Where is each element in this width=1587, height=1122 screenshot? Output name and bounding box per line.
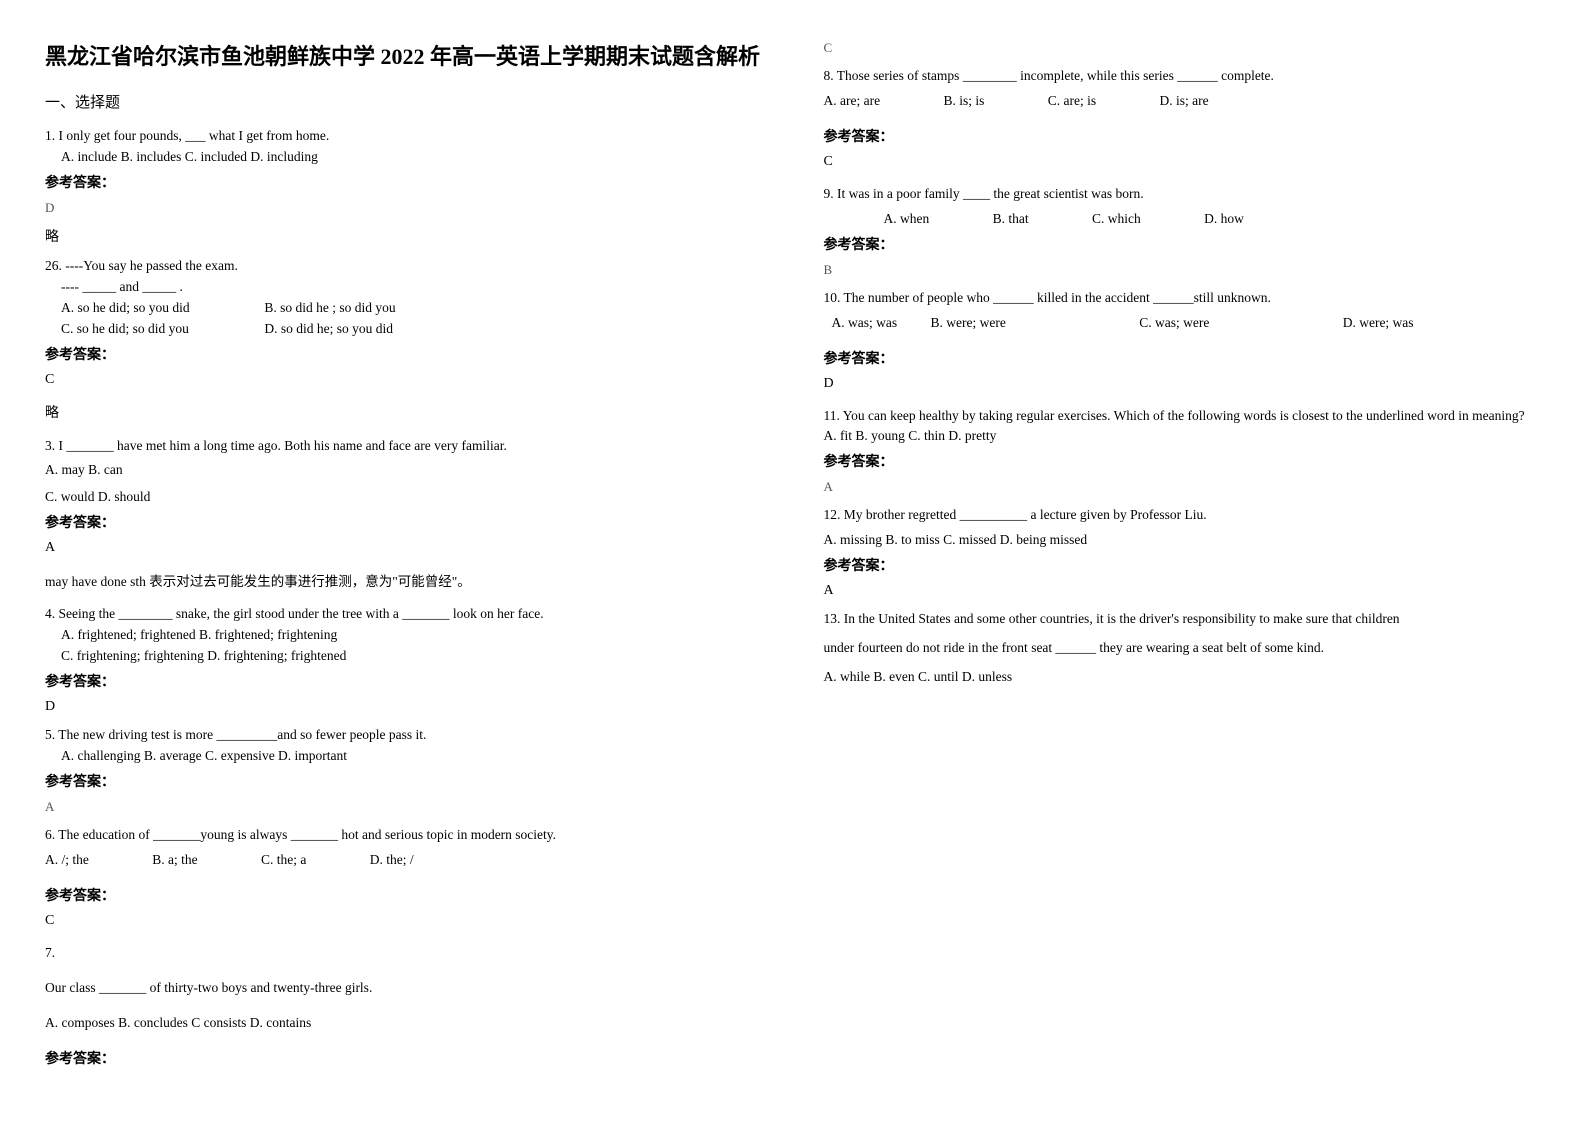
q1-options: A. include B. includes C. included D. in… bbox=[45, 147, 764, 168]
q26-opts-ab: A. so he did; so you did B. so did he ; … bbox=[45, 298, 764, 319]
q13-stem2: under fourteen do not ride in the front … bbox=[824, 638, 1543, 659]
document-title: 黑龙江省哈尔滨市鱼池朝鲜族中学 2022 年高一英语上学期期末试题含解析 bbox=[45, 40, 764, 73]
question-12: 12. My brother regretted __________ a le… bbox=[824, 505, 1543, 526]
q5-opts: A. challenging B. average C. expensive D… bbox=[45, 746, 764, 767]
answer-label: 参考答案： bbox=[45, 671, 764, 691]
answer-label: 参考答案： bbox=[45, 771, 764, 791]
q3-opts-ab: A. may B. can bbox=[45, 460, 764, 481]
q8-stem: 8. Those series of stamps ________ incom… bbox=[824, 66, 1543, 87]
q12-answer: A bbox=[824, 583, 1543, 599]
question-10: 10. The number of people who ______ kill… bbox=[824, 288, 1543, 309]
q1-stem: 1. I only get four pounds, ___ what I ge… bbox=[45, 126, 764, 147]
q6-answer: C bbox=[45, 913, 764, 929]
q11-answer: A bbox=[824, 479, 1543, 495]
q4-answer: D bbox=[45, 699, 764, 715]
document-page: 黑龙江省哈尔滨市鱼池朝鲜族中学 2022 年高一英语上学期期末试题含解析 一、选… bbox=[45, 40, 1542, 1080]
q9-options: A. when B. that C. which D. how bbox=[824, 209, 1543, 230]
q5-answer: A bbox=[45, 799, 764, 815]
q10-answer: D bbox=[824, 376, 1543, 392]
answer-label: 参考答案： bbox=[45, 512, 764, 532]
q3-opts-cd: C. would D. should bbox=[45, 487, 764, 508]
q9-answer: B bbox=[824, 262, 1543, 278]
q10-stem: 10. The number of people who ______ kill… bbox=[824, 288, 1543, 309]
answer-label: 参考答案： bbox=[824, 234, 1543, 254]
q1-answer: D bbox=[45, 200, 764, 216]
q11-stem: 11. You can keep healthy by taking regul… bbox=[824, 406, 1543, 427]
q8-answer: C bbox=[824, 154, 1543, 170]
q7-opts: A. composes B. concludes C consists D. c… bbox=[45, 1013, 764, 1034]
q6-stem: 6. The education of _______young is alwa… bbox=[45, 825, 764, 846]
q13-opts: A. while B. even C. until D. unless bbox=[824, 667, 1543, 688]
q10-options: A. was; was B. were; were C. was; were D… bbox=[824, 313, 1543, 334]
question-1: 1. I only get four pounds, ___ what I ge… bbox=[45, 126, 764, 168]
answer-label: 参考答案： bbox=[824, 451, 1543, 471]
q7-answer: C bbox=[824, 40, 1543, 56]
q9-stem: 9. It was in a poor family ____ the grea… bbox=[824, 184, 1543, 205]
q6-options: A. /; the B. a; the C. the; a D. the; / bbox=[45, 850, 764, 871]
q26-line2: ---- _____ and _____ . bbox=[45, 277, 764, 298]
q12-opts: A. missing B. to miss C. missed D. being… bbox=[824, 530, 1543, 551]
q11-opts: A. fit B. young C. thin D. pretty bbox=[824, 426, 1543, 447]
question-5: 5. The new driving test is more ________… bbox=[45, 725, 764, 767]
answer-label: 参考答案： bbox=[824, 348, 1543, 368]
question-4: 4. Seeing the ________ snake, the girl s… bbox=[45, 604, 764, 667]
answer-label: 参考答案： bbox=[45, 885, 764, 905]
question-11: 11. You can keep healthy by taking regul… bbox=[824, 406, 1543, 448]
q3-answer: A bbox=[45, 540, 764, 556]
answer-label: 参考答案： bbox=[45, 344, 764, 364]
q26-lue: 略 bbox=[45, 402, 764, 422]
q8-options: A. are; are B. is; is C. are; is D. is; … bbox=[824, 91, 1543, 112]
answer-label: 参考答案： bbox=[45, 172, 764, 192]
question-6: 6. The education of _______young is alwa… bbox=[45, 825, 764, 846]
q7-num: 7. bbox=[45, 943, 764, 964]
q26-stem: 26. ----You say he passed the exam. bbox=[45, 256, 764, 277]
q3-stem: 3. I _______ have met him a long time ag… bbox=[45, 436, 764, 457]
q5-stem: 5. The new driving test is more ________… bbox=[45, 725, 764, 746]
q12-stem: 12. My brother regretted __________ a le… bbox=[824, 505, 1543, 526]
q3-note: may have done sth 表示对过去可能发生的事进行推测，意为"可能曾… bbox=[45, 570, 764, 590]
answer-label: 参考答案： bbox=[824, 555, 1543, 575]
q4-opts1: A. frightened; frightened B. frightened;… bbox=[45, 625, 764, 646]
section-heading: 一、选择题 bbox=[45, 91, 764, 112]
q1-lue: 略 bbox=[45, 226, 764, 246]
question-8: 8. Those series of stamps ________ incom… bbox=[824, 66, 1543, 87]
answer-label: 参考答案： bbox=[45, 1048, 764, 1068]
answer-label: 参考答案： bbox=[824, 126, 1543, 146]
question-3: 3. I _______ have met him a long time ag… bbox=[45, 436, 764, 457]
q7-stem: Our class _______ of thirty-two boys and… bbox=[45, 978, 764, 999]
question-26: 26. ----You say he passed the exam. ----… bbox=[45, 256, 764, 340]
question-13: 13. In the United States and some other … bbox=[824, 609, 1543, 688]
q4-stem: 4. Seeing the ________ snake, the girl s… bbox=[45, 604, 764, 625]
q26-answer: C bbox=[45, 372, 764, 388]
q13-stem1: 13. In the United States and some other … bbox=[824, 609, 1543, 630]
q4-opts2: C. frightening; frightening D. frighteni… bbox=[45, 646, 764, 667]
question-9: 9. It was in a poor family ____ the grea… bbox=[824, 184, 1543, 205]
q26-opts-cd: C. so he did; so did you D. so did he; s… bbox=[45, 319, 764, 340]
